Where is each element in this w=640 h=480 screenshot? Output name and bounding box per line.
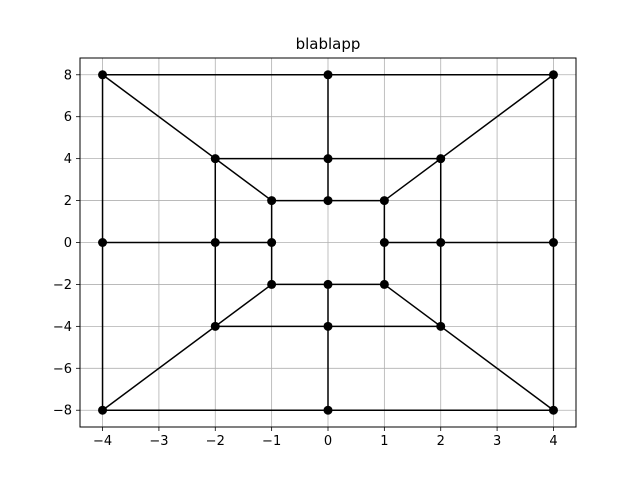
data-point-marker: [436, 154, 445, 163]
data-point-marker: [324, 406, 333, 415]
tick-layer: −4 −3 −2 −1 0 1 2 3 4 −8 −6 −4 −2 0 2 4 6 8: [53, 68, 558, 449]
y-tick-label: −2: [53, 278, 72, 293]
x-tick-label: 3: [493, 434, 501, 449]
y-tick-label: 4: [64, 152, 72, 167]
data-point-marker: [324, 196, 333, 205]
series-line-segment: [384, 75, 553, 201]
data-point-marker: [211, 238, 220, 247]
data-point-marker: [267, 196, 276, 205]
data-point-marker: [549, 238, 558, 247]
series-line-segment: [384, 284, 553, 410]
data-point-marker: [324, 322, 333, 331]
data-point-marker: [324, 70, 333, 79]
data-point-marker: [324, 154, 333, 163]
x-tick-label: −2: [206, 434, 225, 449]
y-tick-label: 0: [64, 236, 72, 251]
data-point-marker: [549, 70, 558, 79]
y-tick-label: 8: [64, 68, 72, 83]
y-tick-label: −6: [53, 362, 72, 377]
data-point-marker: [98, 406, 107, 415]
data-point-marker: [98, 238, 107, 247]
y-tick-label: −8: [53, 404, 72, 419]
data-point-marker: [380, 238, 389, 247]
y-tick-label: 6: [64, 110, 72, 125]
x-tick-label: 4: [549, 434, 557, 449]
x-tick-label: −4: [93, 434, 112, 449]
data-point-marker: [380, 280, 389, 289]
y-tick-label: 2: [64, 194, 72, 209]
data-point-marker: [267, 280, 276, 289]
x-tick-label: 1: [380, 434, 388, 449]
series-line-segment: [103, 75, 272, 201]
x-tick-label: 0: [324, 434, 332, 449]
data-point-marker: [549, 406, 558, 415]
data-point-marker: [267, 238, 276, 247]
x-tick-label: −3: [149, 434, 168, 449]
data-point-marker: [436, 322, 445, 331]
data-point-marker: [324, 280, 333, 289]
data-point-marker: [98, 70, 107, 79]
series-line-segment: [103, 284, 272, 410]
x-tick-label: −1: [262, 434, 281, 449]
data-point-marker: [380, 196, 389, 205]
chart-title: blablapp: [296, 35, 361, 53]
x-tick-label: 2: [437, 434, 445, 449]
data-point-marker: [211, 322, 220, 331]
y-tick-label: −4: [53, 320, 72, 335]
data-point-marker: [436, 238, 445, 247]
data-point-marker: [211, 154, 220, 163]
